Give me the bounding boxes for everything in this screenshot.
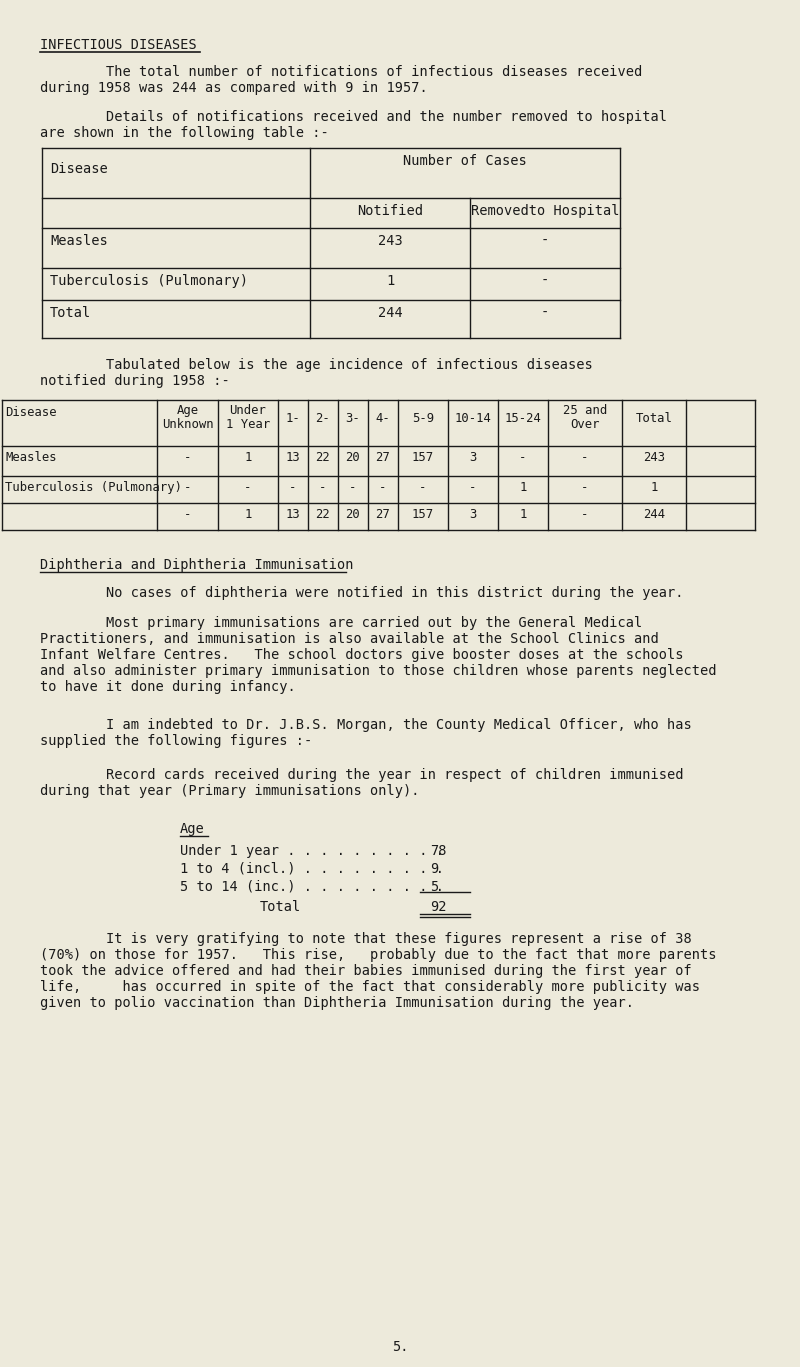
Text: Diphtheria and Diphtheria Immunisation: Diphtheria and Diphtheria Immunisation [40, 558, 354, 571]
Text: Most primary immunisations are carried out by the General Medical: Most primary immunisations are carried o… [40, 617, 642, 630]
Text: Removedto Hospital: Removedto Hospital [470, 204, 619, 217]
Text: 243: 243 [378, 234, 402, 247]
Text: Disease: Disease [50, 163, 108, 176]
Text: Total: Total [635, 411, 673, 425]
Text: during that year (Primary immunisations only).: during that year (Primary immunisations … [40, 785, 419, 798]
Text: 1 to 4 (incl.) . . . . . . . . .: 1 to 4 (incl.) . . . . . . . . . [180, 863, 444, 876]
Text: 1: 1 [244, 451, 252, 463]
Text: Disease: Disease [5, 406, 57, 420]
Text: 4-: 4- [376, 411, 390, 425]
Text: Under 1 year . . . . . . . . . .: Under 1 year . . . . . . . . . . [180, 843, 444, 858]
Text: supplied the following figures :-: supplied the following figures :- [40, 734, 312, 748]
Text: (70%) on those for 1957.   This rise,   probably due to the fact that more paren: (70%) on those for 1957. This rise, prob… [40, 947, 717, 962]
Text: -: - [582, 481, 589, 493]
Text: -: - [290, 481, 297, 493]
Text: 157: 157 [412, 451, 434, 463]
Text: took the advice offered and had their babies immunised during the first year of: took the advice offered and had their ba… [40, 964, 692, 977]
Text: 20: 20 [346, 509, 360, 521]
Text: life,     has occurred in spite of the fact that considerably more publicity was: life, has occurred in spite of the fact … [40, 980, 700, 994]
Text: 15-24: 15-24 [505, 411, 542, 425]
Text: Record cards received during the year in respect of children immunised: Record cards received during the year in… [40, 768, 683, 782]
Text: are shown in the following table :-: are shown in the following table :- [40, 126, 329, 139]
Text: 20: 20 [346, 451, 360, 463]
Text: Age: Age [177, 405, 198, 417]
Text: 3: 3 [470, 451, 477, 463]
Text: -: - [319, 481, 326, 493]
Text: Practitioners, and immunisation is also available at the School Clinics and: Practitioners, and immunisation is also … [40, 632, 658, 647]
Text: 25 and: 25 and [563, 405, 607, 417]
Text: 5.: 5. [392, 1340, 408, 1353]
Text: -: - [541, 234, 549, 247]
Text: 244: 244 [643, 509, 665, 521]
Text: -: - [184, 451, 191, 463]
Text: Measles: Measles [5, 451, 57, 463]
Text: -: - [379, 481, 386, 493]
Text: 22: 22 [316, 509, 330, 521]
Text: -: - [541, 273, 549, 288]
Text: Total: Total [260, 899, 302, 915]
Text: -: - [519, 451, 526, 463]
Text: Tabulated below is the age incidence of infectious diseases: Tabulated below is the age incidence of … [40, 358, 593, 372]
Text: 78: 78 [430, 843, 446, 858]
Text: -: - [470, 481, 477, 493]
Text: 3: 3 [470, 509, 477, 521]
Text: -: - [582, 451, 589, 463]
Text: Details of notifications received and the number removed to hospital: Details of notifications received and th… [40, 109, 667, 124]
Text: 13: 13 [286, 451, 300, 463]
Text: Tuberculosis (Pulmonary): Tuberculosis (Pulmonary) [5, 481, 182, 493]
Text: and also administer primary immunisation to those children whose parents neglect: and also administer primary immunisation… [40, 664, 717, 678]
Text: 10-14: 10-14 [454, 411, 491, 425]
Text: Tuberculosis (Pulmonary): Tuberculosis (Pulmonary) [50, 273, 248, 288]
Text: 5-9: 5-9 [412, 411, 434, 425]
Text: -: - [541, 306, 549, 320]
Text: 1: 1 [386, 273, 394, 288]
Text: given to polio vaccination than Diphtheria Immunisation during the year.: given to polio vaccination than Diphther… [40, 997, 634, 1010]
Text: No cases of diphtheria were notified in this district during the year.: No cases of diphtheria were notified in … [40, 586, 683, 600]
Text: 1 Year: 1 Year [226, 418, 270, 431]
Text: -: - [419, 481, 426, 493]
Text: Total: Total [50, 306, 91, 320]
Text: Measles: Measles [50, 234, 108, 247]
Text: 27: 27 [376, 451, 390, 463]
Text: -: - [184, 481, 191, 493]
Text: 3-: 3- [346, 411, 360, 425]
Text: Number of Cases: Number of Cases [403, 154, 527, 168]
Text: 5: 5 [430, 880, 438, 894]
Text: 157: 157 [412, 509, 434, 521]
Text: 13: 13 [286, 509, 300, 521]
Text: 22: 22 [316, 451, 330, 463]
Text: -: - [244, 481, 252, 493]
Text: to have it done during infancy.: to have it done during infancy. [40, 679, 296, 694]
Text: 244: 244 [378, 306, 402, 320]
Text: 27: 27 [376, 509, 390, 521]
Text: Over: Over [570, 418, 600, 431]
Text: notified during 1958 :-: notified during 1958 :- [40, 375, 230, 388]
Text: The total number of notifications of infectious diseases received: The total number of notifications of inf… [40, 66, 642, 79]
Text: Infant Welfare Centres.   The school doctors give booster doses at the schools: Infant Welfare Centres. The school docto… [40, 648, 683, 662]
Text: 1-: 1- [286, 411, 300, 425]
Text: 1: 1 [244, 509, 252, 521]
Text: 1: 1 [519, 509, 526, 521]
Text: 2-: 2- [316, 411, 330, 425]
Text: 92: 92 [430, 899, 446, 915]
Text: 5 to 14 (inc.) . . . . . . . . .: 5 to 14 (inc.) . . . . . . . . . [180, 880, 444, 894]
Text: -: - [184, 509, 191, 521]
Text: I am indebted to Dr. J.B.S. Morgan, the County Medical Officer, who has: I am indebted to Dr. J.B.S. Morgan, the … [40, 718, 692, 731]
Text: during 1958 was 244 as compared with 9 in 1957.: during 1958 was 244 as compared with 9 i… [40, 81, 428, 94]
Text: Notified: Notified [357, 204, 423, 217]
Text: Age: Age [180, 822, 205, 837]
Text: Unknown: Unknown [162, 418, 214, 431]
Text: INFECTIOUS DISEASES: INFECTIOUS DISEASES [40, 38, 197, 52]
Text: -: - [582, 509, 589, 521]
Text: 243: 243 [643, 451, 665, 463]
Text: Under: Under [230, 405, 266, 417]
Text: 9: 9 [430, 863, 438, 876]
Text: 1: 1 [650, 481, 658, 493]
Text: It is very gratifying to note that these figures represent a rise of 38: It is very gratifying to note that these… [40, 932, 692, 946]
Text: -: - [350, 481, 357, 493]
Text: 1: 1 [519, 481, 526, 493]
